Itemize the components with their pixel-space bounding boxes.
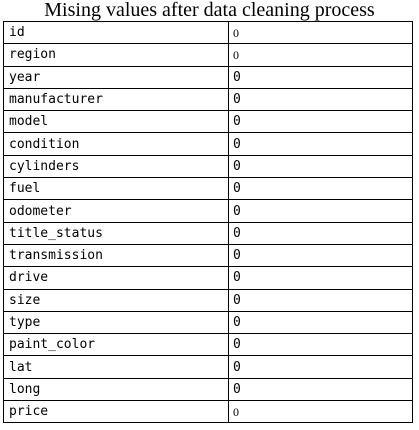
column-name-cell: lat <box>3 355 229 379</box>
table-row: paint_color 0 <box>3 333 413 357</box>
table-row: drive 0 <box>3 266 413 290</box>
table-row: long 0 <box>3 377 413 402</box>
missing-count-cell: 0 <box>228 243 413 268</box>
column-name-cell: type <box>3 310 229 335</box>
table-row: id 0 <box>3 20 413 45</box>
table-row: region 0 <box>3 43 413 67</box>
missing-count-cell: 0 <box>228 177 413 201</box>
column-name-cell: title_status <box>3 221 229 245</box>
table-row: price 0 <box>3 400 413 424</box>
table-row: lat 0 <box>3 355 413 379</box>
missing-count-cell: 0 <box>228 221 413 245</box>
table-row: size 0 <box>3 288 413 312</box>
column-name-cell: condition <box>3 132 229 156</box>
missing-count-cell: 0 <box>228 43 413 67</box>
missing-count-cell: 0 <box>228 154 413 179</box>
missing-count-cell: 0 <box>228 266 413 290</box>
column-name-cell: model <box>3 110 229 134</box>
missing-count-cell: 0 <box>228 288 413 312</box>
column-name-cell: transmission <box>3 243 229 268</box>
column-name-cell: paint_color <box>3 333 229 357</box>
missing-count-cell: 0 <box>228 199 413 223</box>
column-name-cell: id <box>3 20 229 45</box>
column-name-cell: price <box>3 400 229 424</box>
column-name-cell: fuel <box>3 177 229 201</box>
table-row: title_status 0 <box>3 221 413 245</box>
column-name-cell: year <box>3 65 229 89</box>
missing-values-table: id 0 region 0 year 0 manufacturer 0 mode… <box>3 20 413 424</box>
column-name-cell: drive <box>3 266 229 290</box>
table-body: id 0 region 0 year 0 manufacturer 0 mode… <box>3 20 413 424</box>
table-row: cylinders 0 <box>3 154 413 179</box>
table-row: model 0 <box>3 110 413 134</box>
table-title: Mising values after data cleaning proces… <box>44 0 375 21</box>
table-row: odometer 0 <box>3 199 413 223</box>
column-name-cell: cylinders <box>3 154 229 179</box>
missing-count-cell: 0 <box>228 400 413 424</box>
table-row: type 0 <box>3 310 413 335</box>
missing-count-cell: 0 <box>228 87 413 112</box>
missing-count-cell: 0 <box>228 333 413 357</box>
column-name-cell: manufacturer <box>3 87 229 112</box>
table-row: manufacturer 0 <box>3 87 413 112</box>
missing-count-cell: 0 <box>228 310 413 335</box>
column-name-cell: size <box>3 288 229 312</box>
missing-count-cell: 0 <box>228 110 413 134</box>
table-row: transmission 0 <box>3 243 413 268</box>
missing-count-cell: 0 <box>228 355 413 379</box>
table-row: condition 0 <box>3 132 413 156</box>
table-row: year 0 <box>3 65 413 89</box>
missing-count-cell: 0 <box>228 132 413 156</box>
column-name-cell: odometer <box>3 199 229 223</box>
column-name-cell: region <box>3 43 229 67</box>
missing-count-cell: 0 <box>228 65 413 89</box>
column-name-cell: long <box>3 377 229 402</box>
missing-count-cell: 0 <box>228 20 413 45</box>
missing-count-cell: 0 <box>228 377 413 402</box>
table-row: fuel 0 <box>3 177 413 201</box>
